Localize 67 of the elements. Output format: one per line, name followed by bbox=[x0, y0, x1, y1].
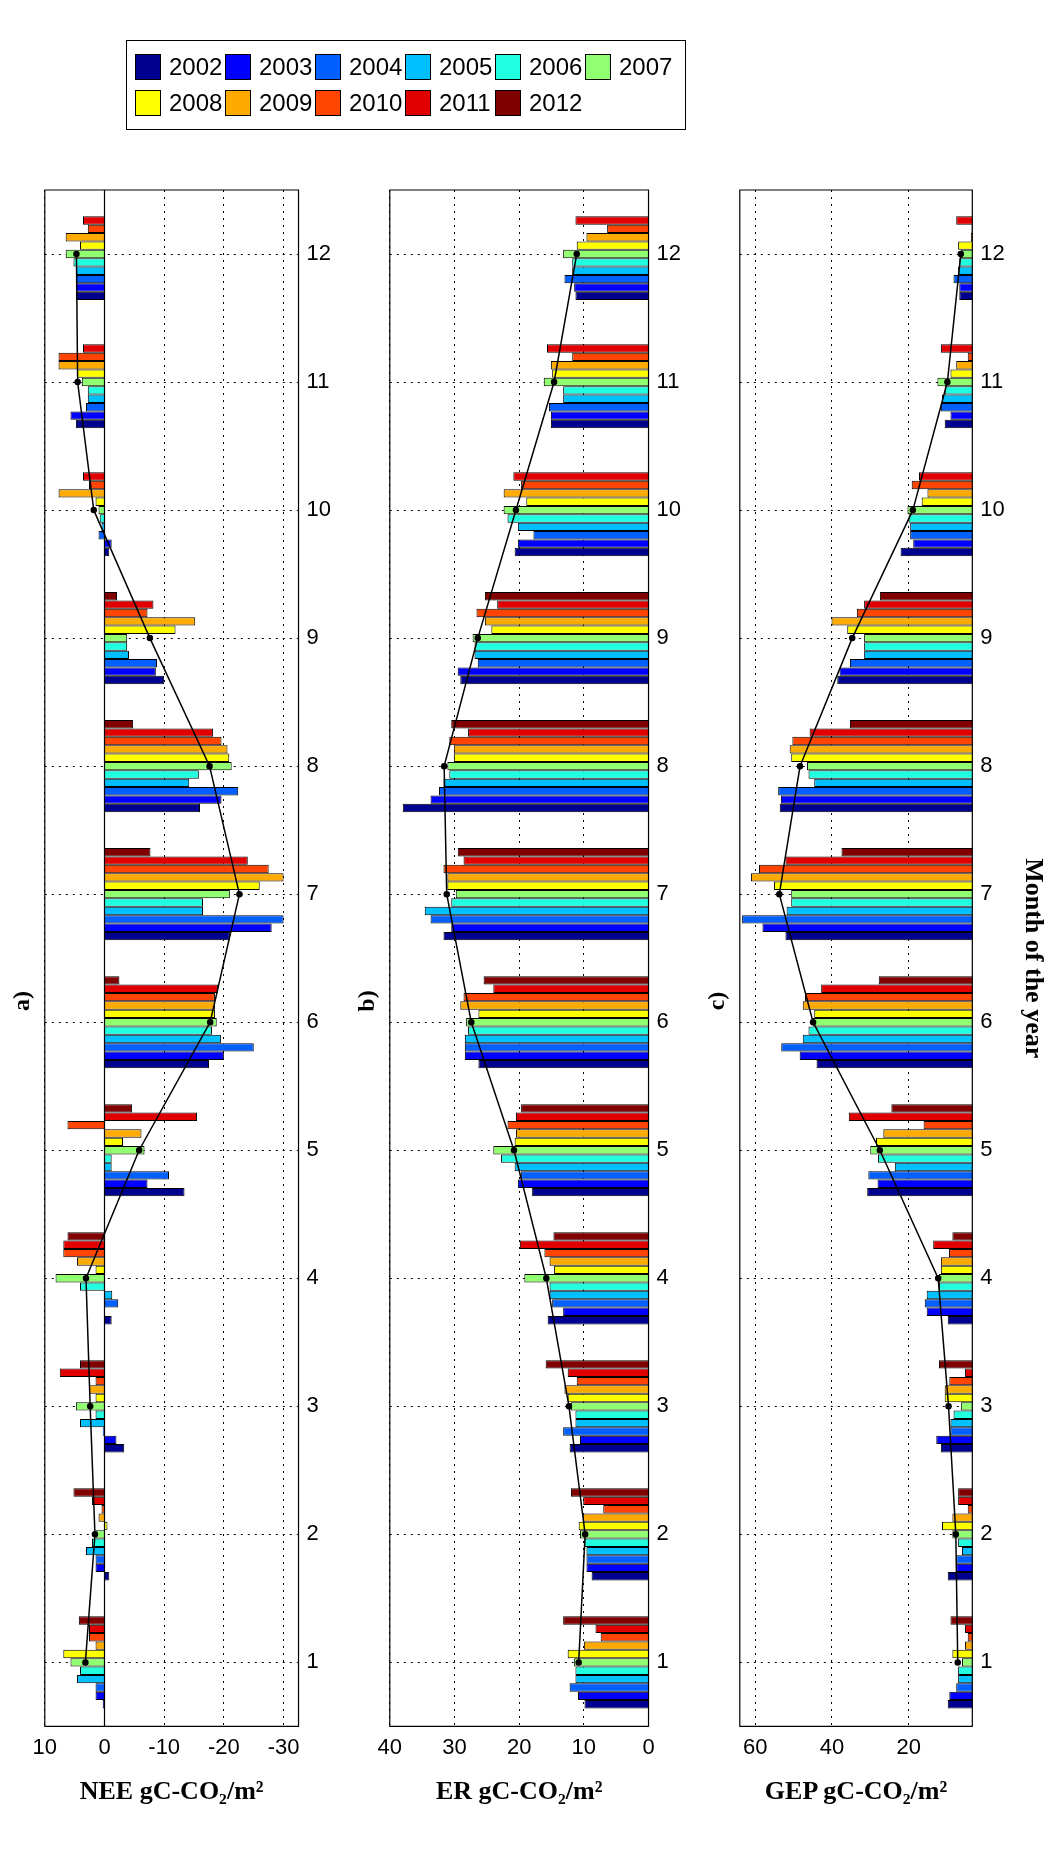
legend-label: 2008 bbox=[169, 89, 223, 117]
y-tick-label: 7 bbox=[980, 880, 993, 906]
y-tick-label: 11 bbox=[980, 368, 1004, 394]
y-tick-label: 7 bbox=[306, 880, 319, 906]
y-tick-label: 5 bbox=[306, 1136, 319, 1162]
y-tick-label: 5 bbox=[980, 1136, 993, 1162]
y-tick-label: 4 bbox=[980, 1264, 993, 1290]
legend-label: 2007 bbox=[619, 53, 673, 81]
legend-label: 2004 bbox=[349, 53, 403, 81]
y-tick-label: 3 bbox=[656, 1392, 669, 1418]
x-tick-label: 20 bbox=[896, 1733, 921, 1759]
legend-label: 2006 bbox=[529, 53, 583, 81]
x-tick-label: 40 bbox=[377, 1733, 403, 1759]
x-tick-label: 60 bbox=[742, 1733, 768, 1759]
y-tick-label: 8 bbox=[306, 752, 319, 778]
y-tick-label: 6 bbox=[980, 1008, 993, 1034]
x-tick-label: -30 bbox=[267, 1733, 300, 1759]
text: a) bbox=[7, 991, 34, 1011]
x-tick-label: 20 bbox=[506, 1733, 532, 1759]
legend-label: 2003 bbox=[259, 53, 313, 81]
y-tick-label: 1 bbox=[656, 1648, 669, 1674]
y-tick-label: 10 bbox=[656, 496, 682, 522]
y-tick-label: 7 bbox=[656, 880, 669, 906]
y-axis-title: Month of the year bbox=[1019, 858, 1049, 1059]
x-tick-label: 0 bbox=[98, 1733, 111, 1759]
y-tick-label: 3 bbox=[306, 1392, 319, 1418]
y-tick-label: 3 bbox=[980, 1392, 993, 1418]
y-tick-label: 10 bbox=[306, 496, 332, 522]
y-tick-label: 4 bbox=[306, 1264, 319, 1290]
legend-label: 2012 bbox=[529, 89, 583, 117]
y-tick-label: 4 bbox=[656, 1264, 669, 1290]
legend-label: 2009 bbox=[259, 89, 313, 117]
y-tick-label: 5 bbox=[656, 1136, 669, 1162]
y-tick-label: 6 bbox=[306, 1008, 319, 1034]
legend-label: 2002 bbox=[169, 53, 223, 81]
legend-label: 2010 bbox=[349, 89, 403, 117]
y-tick-label: 6 bbox=[656, 1008, 669, 1034]
y-tick-label: 12 bbox=[656, 240, 682, 266]
x-tick-label: 0 bbox=[642, 1733, 655, 1759]
y-tick-label: 10 bbox=[980, 496, 1005, 522]
y-tick-label: 2 bbox=[306, 1520, 319, 1546]
x-axis-title: ER gC-CO₂/m² bbox=[435, 1776, 603, 1806]
legend-label: 2005 bbox=[439, 53, 493, 81]
y-tick-label: 8 bbox=[656, 752, 669, 778]
y-tick-label: 8 bbox=[980, 752, 993, 778]
y-tick-label: 1 bbox=[980, 1648, 993, 1674]
x-tick-label: 10 bbox=[32, 1733, 58, 1759]
y-tick-label: 12 bbox=[306, 240, 332, 266]
text: b) bbox=[352, 990, 379, 1012]
text: c) bbox=[702, 991, 729, 1011]
x-axis-title: GEP gC-CO₂/m² bbox=[764, 1776, 948, 1806]
y-tick-label: 12 bbox=[980, 240, 1005, 266]
x-tick-label: -10 bbox=[148, 1733, 181, 1759]
y-tick-label: 2 bbox=[980, 1520, 993, 1546]
y-tick-label: 9 bbox=[980, 624, 993, 650]
x-tick-label: 40 bbox=[819, 1733, 845, 1759]
y-tick-label: 11 bbox=[656, 368, 680, 394]
x-axis-title: NEE gC-CO₂/m² bbox=[79, 1776, 264, 1806]
y-tick-label: 1 bbox=[306, 1648, 319, 1674]
legend-label: 2011 bbox=[439, 89, 491, 117]
y-tick-label: 9 bbox=[306, 624, 319, 650]
x-tick-label: 30 bbox=[442, 1733, 467, 1759]
x-tick-label: 10 bbox=[571, 1733, 597, 1759]
x-tick-label: -20 bbox=[208, 1733, 240, 1759]
y-tick-label: 2 bbox=[656, 1520, 669, 1546]
y-tick-label: 9 bbox=[656, 624, 669, 650]
y-tick-label: 11 bbox=[306, 368, 330, 394]
